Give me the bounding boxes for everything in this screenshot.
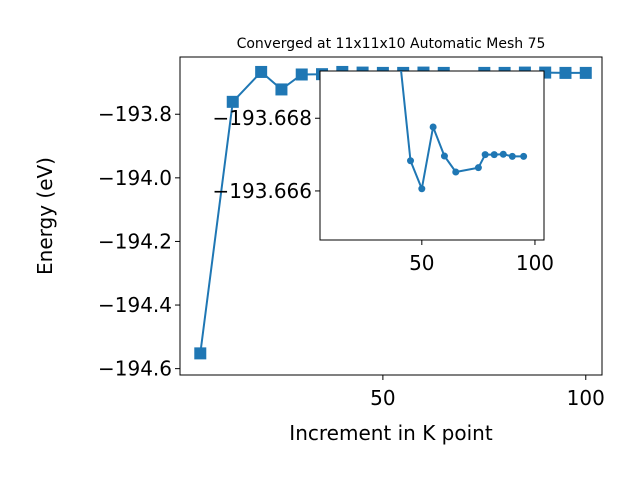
inset-data-point — [407, 157, 415, 165]
x-axis-label: Increment in K point — [289, 421, 493, 445]
inset-x-tick-label: 100 — [516, 251, 554, 275]
inset-series — [400, 71, 528, 193]
chart-title: Converged at 11x11x10 Automatic Mesh 75 — [237, 36, 546, 52]
main-data-point — [559, 66, 572, 79]
inset-data-point — [499, 150, 507, 158]
main-ticks: 50 100 −194.6 −194.4 −194.2 −194.0 −193.8 — [98, 102, 605, 410]
main-y-tick-label: −194.2 — [98, 229, 172, 253]
inset-series-group — [400, 71, 528, 193]
main-y-tick-label: −194.6 — [98, 357, 172, 381]
inset-data-point — [490, 151, 498, 159]
inset-data-point — [429, 123, 437, 131]
main-data-point — [255, 65, 268, 78]
inset-y-tick-label: −193.666 — [213, 179, 312, 203]
main-data-point — [295, 68, 308, 81]
inset-chart: 50 100 −193.668 −193.666 — [213, 70, 555, 275]
inset-data-point — [440, 152, 448, 160]
inset-y-tick-label: −193.668 — [213, 106, 312, 130]
main-data-point — [579, 66, 592, 79]
main-data-point — [194, 347, 207, 360]
main-x-tick-label: 50 — [370, 386, 395, 410]
inset-data-point — [474, 164, 482, 172]
main-y-tick-label: −194.0 — [98, 166, 172, 190]
main-x-tick-label: 100 — [567, 386, 605, 410]
inset-data-point — [508, 152, 516, 160]
main-y-tick-label: −193.8 — [98, 102, 172, 126]
inset-ticks: 50 100 −193.668 −193.666 — [213, 106, 555, 275]
main-data-point — [275, 83, 288, 96]
inset-plot-area — [319, 70, 545, 241]
y-axis-label: Energy (eV) — [33, 157, 57, 275]
inset-data-point — [452, 168, 460, 176]
inset-data-point — [520, 152, 528, 160]
inset-data-point — [481, 151, 489, 159]
main-y-tick-label: −194.4 — [98, 293, 172, 317]
inset-x-tick-label: 50 — [409, 251, 434, 275]
main-data-point — [226, 95, 239, 108]
inset-data-point — [418, 185, 426, 193]
